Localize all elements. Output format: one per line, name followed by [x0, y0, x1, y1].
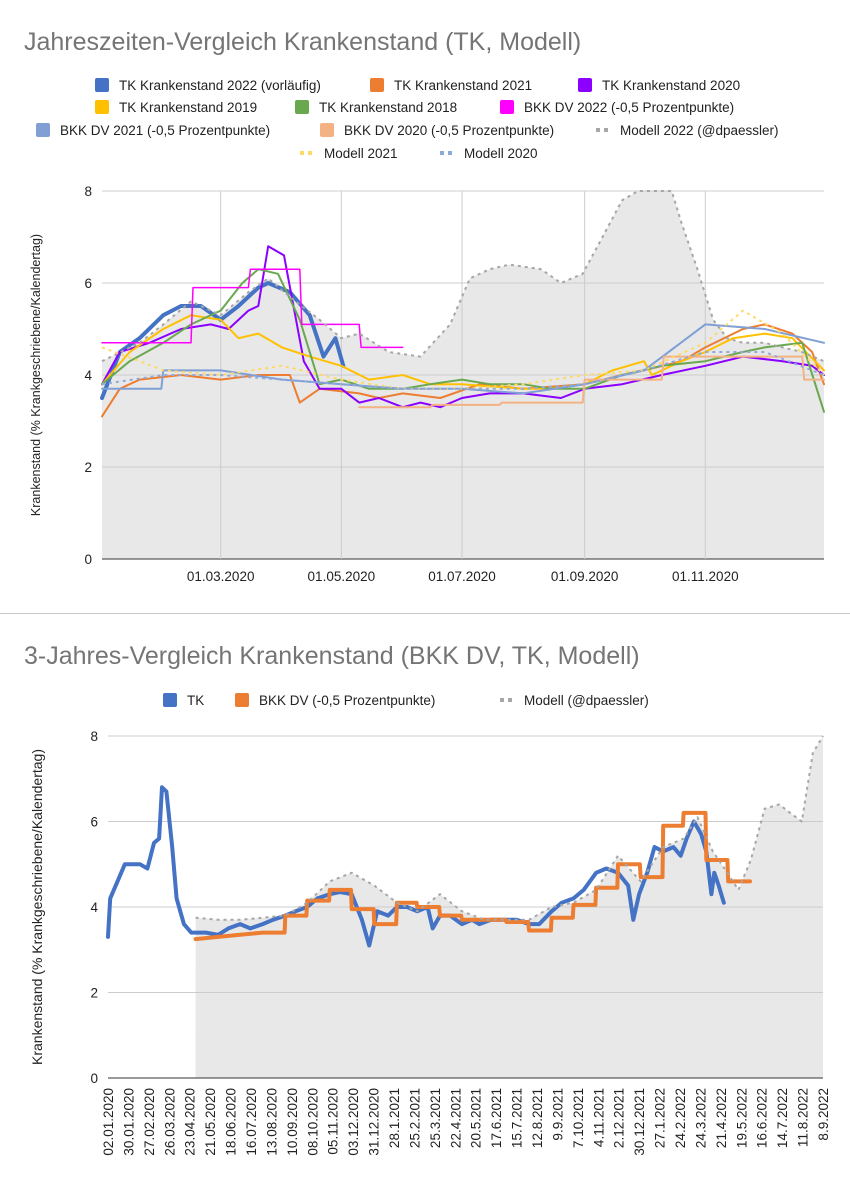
series-line-tk-krankenstand-2021	[101, 323, 825, 418]
y-axis-title: Krankenstand (% Krankgeschriebene/Kalend…	[29, 234, 43, 516]
x-tick-label: 4.11.2021	[591, 1088, 606, 1147]
y-tick-label: 0	[90, 1071, 98, 1086]
x-tick-label: 30.01.2020	[121, 1088, 136, 1156]
series-line-modell-2020	[101, 351, 825, 390]
three-year-chart-canvas: 0 2 4 6 8 02.01.2020 30.01.2020 27.02.2020 26.03…	[29, 693, 831, 1156]
legend-label: BKK DV 2020 (-0,5 Prozentpunkte)	[344, 123, 554, 138]
legend-label: TK Krankenstand 2021	[394, 78, 532, 93]
x-tick-label: 01.05.2020	[308, 569, 376, 584]
legend: TK Krankenstand 2022 (vorläufig) TK Krank…	[36, 78, 779, 161]
legend-swatch	[500, 100, 514, 114]
series-line-modell-dpaessler	[195, 735, 824, 921]
y-axis-title: Krankenstand (% Krankgeschriebene/Kalend…	[29, 749, 45, 1065]
x-tick-label: 14.7.2022	[775, 1088, 790, 1148]
x-tick-label: 01.11.2020	[672, 569, 739, 584]
seasonal-chart-canvas: 0 2 4 6 8 01.03.2020 01.05.2020 01.07.2020 01.09…	[29, 78, 825, 584]
x-tick-label: 11.8.2022	[796, 1088, 811, 1147]
y-tick-label: 2	[90, 986, 98, 1001]
x-tick-label: 31.12.2020	[367, 1088, 382, 1156]
legend-swatch	[163, 693, 177, 707]
x-tick-label: 24.3.2022	[693, 1088, 708, 1148]
legend-label: Modell (@dpaessler)	[524, 693, 649, 708]
y-tick-label: 6	[84, 276, 92, 291]
x-tick-label: 30.12.2021	[632, 1088, 647, 1156]
x-tick-label: 17.6.2021	[489, 1088, 504, 1148]
x-tick-label: 08.10.2020	[305, 1088, 320, 1156]
series-line-tk	[106, 785, 726, 948]
y-tick-label: 4	[84, 368, 92, 383]
legend-label: TK Krankenstand 2019	[119, 100, 257, 115]
legend-label: TK Krankenstand 2018	[319, 100, 457, 115]
legend-label: Modell 2020	[464, 146, 538, 161]
x-tick-label: 24.2.2022	[673, 1088, 688, 1148]
y-tick-label: 4	[90, 900, 98, 915]
x-tick-label: 21.4.2022	[714, 1088, 729, 1148]
x-tick-label: 22.4.2021	[448, 1088, 463, 1148]
y-tick-label: 6	[90, 815, 98, 830]
legend-swatch	[320, 123, 334, 137]
x-tick-label: 16.07.2020	[244, 1088, 259, 1156]
legend-swatch	[235, 693, 249, 707]
legend-label: TK	[187, 693, 204, 708]
series-line-bkk-dv-2022-0-5-prozentpunkte	[101, 268, 404, 349]
x-tick-label: 2.12.2021	[612, 1088, 627, 1148]
x-tick-label: 25.2.2021	[407, 1088, 422, 1148]
y-tick-label: 2	[84, 460, 92, 475]
legend-label: BKK DV (-0,5 Prozentpunkte)	[259, 693, 435, 708]
x-tick-label: 13.08.2020	[264, 1088, 279, 1156]
legend-label: TK Krankenstand 2022 (vorläufig)	[119, 78, 321, 93]
x-tick-label: 12.8.2021	[530, 1088, 545, 1148]
legend-swatch	[95, 100, 109, 114]
legend-swatch	[578, 78, 592, 92]
legend-label: BKK DV 2021 (-0,5 Prozentpunkte)	[60, 123, 270, 138]
series-line-bkk-dv-2020-0-5-prozentpunkte	[358, 355, 825, 409]
x-tick-label: 16.6.2022	[755, 1088, 770, 1148]
seasonal-comparison-chart: Jahreszeiten-Vergleich Krankenstand (TK,…	[24, 28, 825, 584]
x-tick-label: 27.02.2020	[142, 1088, 157, 1156]
legend-label: Modell 2021	[324, 146, 398, 161]
three-year-comparison-chart: 3-Jahres-Vergleich Krankenstand (BKK DV,…	[0, 618, 850, 1200]
series-line-modell-2021	[101, 309, 825, 390]
y-tick-label: 8	[90, 729, 98, 744]
series-line-bkk-dv-0-5-prozentpunkte	[193, 810, 752, 942]
chart-title: 3-Jahres-Vergleich Krankenstand (BKK DV,…	[24, 642, 640, 670]
y-tick-label: 0	[84, 552, 92, 567]
x-tick-label: 01.03.2020	[187, 569, 255, 584]
x-tick-label: 15.7.2021	[510, 1088, 525, 1148]
x-tick-label: 01.09.2020	[551, 569, 619, 584]
x-tick-label: 03.12.2020	[346, 1088, 361, 1156]
legend-swatch	[95, 78, 109, 92]
x-tick-label: 23.04.2020	[183, 1088, 198, 1156]
x-tick-label: 25.3.2021	[428, 1088, 443, 1148]
legend-swatch	[370, 78, 384, 92]
x-tick-label: 21.05.2020	[203, 1088, 218, 1156]
x-tick-label: 28.1.2021	[387, 1088, 402, 1148]
legend-swatch	[295, 100, 309, 114]
y-tick-label: 8	[84, 184, 92, 199]
x-tick-label: 19.5.2022	[734, 1088, 749, 1148]
chart-title: Jahreszeiten-Vergleich Krankenstand (TK,…	[24, 28, 582, 56]
legend: TK BKK DV (-0,5 Prozentpunkte) Modell (@dp…	[163, 693, 649, 708]
x-tick-label: 01.07.2020	[428, 569, 496, 584]
chart-divider	[0, 613, 850, 614]
x-tick-label: 05.11.2020	[326, 1088, 341, 1155]
legend-label: TK Krankenstand 2020	[602, 78, 740, 93]
x-tick-label: 02.01.2020	[101, 1088, 116, 1156]
x-tick-label: 10.09.2020	[285, 1088, 300, 1156]
series-line-tk-krankenstand-2018	[101, 268, 825, 413]
x-tick-label: 27.1.2022	[653, 1088, 668, 1148]
series-line-tk-krankenstand-2022-vorl-ufig	[100, 281, 346, 400]
x-tick-label: 26.03.2020	[162, 1088, 177, 1156]
x-tick-label: 9.9.2021	[550, 1088, 565, 1141]
legend-swatch	[36, 123, 50, 137]
x-tick-label: 7.10.2021	[571, 1088, 586, 1148]
legend-label: BKK DV 2022 (-0,5 Prozentpunkte)	[524, 100, 734, 115]
series-line-modell-2022-dpaessler	[101, 190, 825, 363]
x-tick-label: 8.9.2022	[816, 1088, 831, 1141]
legend-label: Modell 2022 (@dpaessler)	[620, 123, 779, 138]
x-tick-label: 20.5.2021	[469, 1088, 484, 1148]
x-tick-label: 18.06.2020	[224, 1088, 239, 1156]
series-line-tk-krankenstand-2020	[101, 245, 825, 409]
